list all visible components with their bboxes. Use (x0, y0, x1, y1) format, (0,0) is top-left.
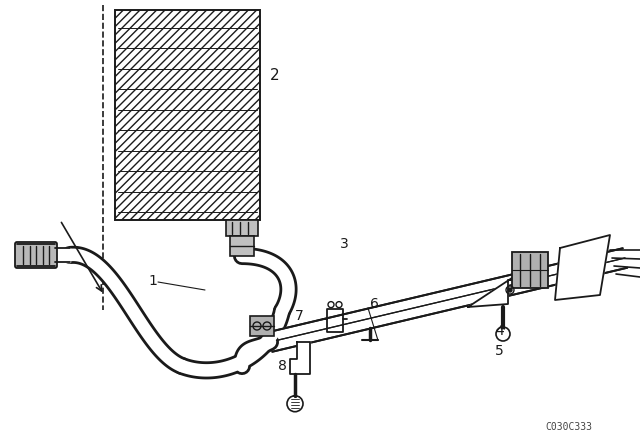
Circle shape (290, 399, 300, 409)
Bar (250, 316, 274, 336)
Text: 4: 4 (495, 324, 504, 338)
Circle shape (508, 288, 512, 292)
Text: 7: 7 (295, 309, 304, 323)
Bar (230, 236, 254, 256)
Circle shape (499, 330, 507, 338)
Text: C030C333: C030C333 (545, 422, 592, 432)
Polygon shape (290, 342, 310, 374)
Bar (512, 252, 548, 288)
Polygon shape (555, 235, 610, 300)
Text: 1: 1 (148, 274, 157, 288)
Text: 2: 2 (270, 68, 280, 83)
Bar (115, 10, 260, 220)
Text: 3: 3 (340, 237, 349, 251)
Text: 8: 8 (278, 359, 287, 373)
Bar (226, 220, 258, 236)
Polygon shape (468, 274, 518, 307)
Text: 6: 6 (370, 297, 379, 311)
FancyBboxPatch shape (15, 242, 57, 268)
Polygon shape (268, 248, 627, 352)
Text: 5: 5 (495, 344, 504, 358)
Bar (115, 10, 260, 220)
